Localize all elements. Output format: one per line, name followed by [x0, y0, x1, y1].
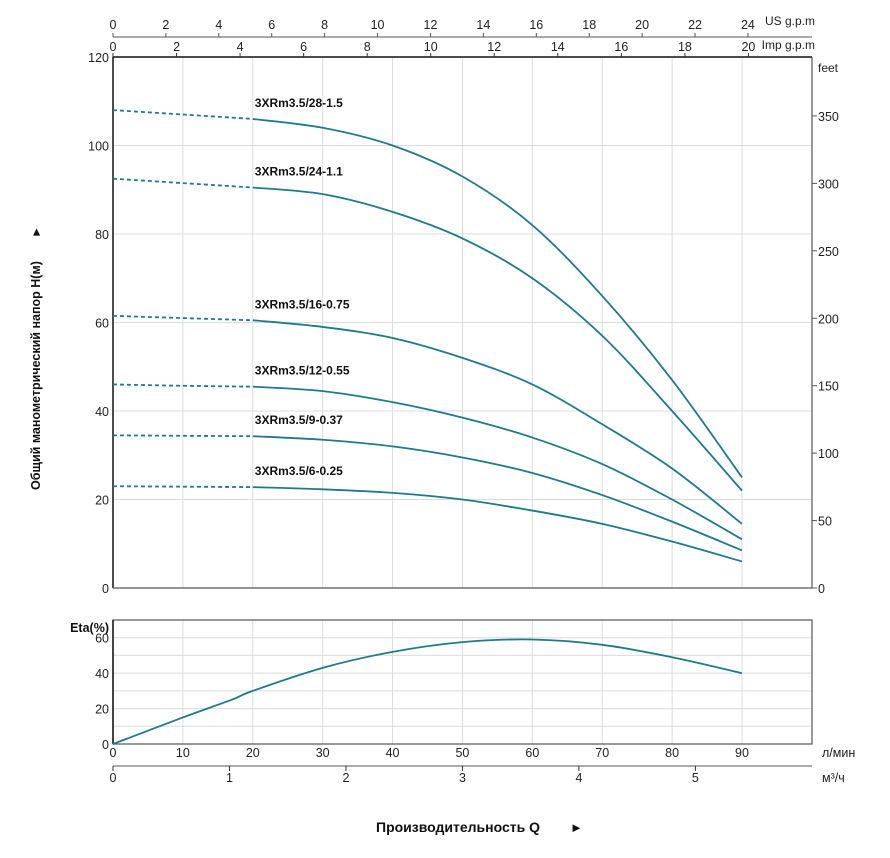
imp-gpm-tick-label: 0 — [110, 40, 117, 54]
imp-gpm-tick-label: 14 — [551, 40, 565, 54]
us-gpm-tick-label: 12 — [424, 18, 438, 32]
x-unit-label: л/мин — [822, 746, 855, 760]
head-curve — [252, 385, 743, 541]
head-curve-dashed — [112, 383, 253, 388]
us-gpm-tick-label: 20 — [635, 18, 649, 32]
x-tick-label: 30 — [316, 746, 330, 760]
head-curve — [252, 486, 743, 563]
y-axis-arrow-icon: ► — [29, 226, 43, 238]
y2-axis-label: feet — [818, 61, 839, 75]
x-tick-label: 20 — [246, 746, 260, 760]
imp-gpm-tick-label: 2 — [173, 40, 180, 54]
x-tick-label: 40 — [386, 746, 400, 760]
x-tick-label: 0 — [110, 746, 117, 760]
y-tick-label: 120 — [88, 51, 109, 65]
imp-gpm-tick-label: 10 — [424, 40, 438, 54]
head-curve — [252, 319, 743, 525]
us-gpm-tick-label: 16 — [529, 18, 543, 32]
head-curve-dashed — [112, 434, 253, 438]
series-label: 3XRm3.5/12-0.55 — [255, 364, 350, 378]
series-label: 3XRm3.5/16-0.75 — [255, 297, 350, 311]
y-tick-label: 20 — [95, 494, 109, 508]
y2-tick-label: 0 — [818, 582, 825, 596]
imp-gpm-tick-label: 4 — [237, 40, 244, 54]
us-gpm-tick-label: 4 — [215, 18, 222, 32]
x2-tick-label: 0 — [110, 771, 117, 785]
us-gpm-tick-label: 6 — [268, 18, 275, 32]
series-label: 3XRm3.5/28-1.5 — [255, 96, 343, 110]
x2-tick-label: 2 — [342, 771, 349, 785]
y2-tick-label: 50 — [818, 515, 832, 529]
head-curve-dashed — [112, 109, 253, 120]
us-gpm-label: US g.p.m — [765, 14, 815, 28]
y2-tick-label: 350 — [818, 110, 839, 124]
us-gpm-tick-label: 8 — [321, 18, 328, 32]
head-curves — [112, 109, 743, 563]
x-tick-label: 90 — [735, 746, 749, 760]
eta-y-tick-label: 20 — [95, 703, 109, 717]
us-gpm-tick-label: 18 — [582, 18, 596, 32]
head-curve-dashed — [112, 314, 253, 322]
head-curve — [252, 118, 743, 478]
y2-tick-label: 200 — [818, 312, 839, 326]
x-tick-label: 70 — [595, 746, 609, 760]
eta-y-tick-label: 0 — [102, 738, 109, 752]
x-tick-label: 50 — [455, 746, 469, 760]
x2-tick-label: 4 — [575, 771, 582, 785]
axes — [112, 33, 817, 771]
x-axis-arrow-icon: ► — [570, 820, 583, 835]
series-label: 3XRm3.5/9-0.37 — [255, 413, 343, 427]
head-curve-dashed — [112, 485, 253, 489]
series-label: 3XRm3.5/24-1.1 — [255, 165, 343, 179]
main-grid — [113, 57, 812, 588]
x2-tick-label: 1 — [226, 771, 233, 785]
series-label: 3XRm3.5/6-0.25 — [255, 464, 343, 478]
y2-tick-label: 250 — [818, 245, 839, 259]
x-tick-label: 80 — [665, 746, 679, 760]
y-axis-title: Общий манометрический напор H(м) — [29, 261, 43, 490]
us-gpm-tick-label: 22 — [688, 18, 702, 32]
imp-gpm-label: Imp g.p.m — [762, 38, 815, 52]
us-gpm-tick-label: 14 — [476, 18, 490, 32]
x-axis-title: Производительность Q — [376, 819, 540, 835]
head-curve — [252, 186, 743, 492]
us-gpm-tick-label: 24 — [741, 18, 755, 32]
y2-tick-label: 100 — [818, 447, 839, 461]
us-gpm-tick-label: 0 — [110, 18, 117, 32]
imp-gpm-tick-label: 18 — [678, 40, 692, 54]
y-tick-label: 80 — [95, 228, 109, 242]
eta-grid — [113, 620, 812, 744]
us-gpm-tick-label: 2 — [162, 18, 169, 32]
eta-curve — [112, 638, 743, 745]
head-curve — [252, 435, 743, 552]
x-tick-label: 60 — [525, 746, 539, 760]
imp-gpm-tick-label: 6 — [300, 40, 307, 54]
y-tick-label: 60 — [95, 317, 109, 331]
us-gpm-tick-label: 10 — [371, 18, 385, 32]
eta-axis-label: Eta(%) — [70, 621, 109, 635]
y-tick-label: 40 — [95, 405, 109, 419]
x2-unit-label: м³/ч — [822, 771, 845, 785]
tick-labels: 020406080100120050100150200250300350feet… — [70, 14, 855, 785]
eta-y-tick-label: 40 — [95, 667, 109, 681]
y-tick-label: 0 — [102, 582, 109, 596]
x2-tick-label: 5 — [692, 771, 699, 785]
y2-tick-label: 300 — [818, 177, 839, 191]
eta-y-tick-label: 60 — [95, 632, 109, 646]
imp-gpm-tick-label: 20 — [741, 40, 755, 54]
x2-tick-label: 3 — [459, 771, 466, 785]
imp-gpm-tick-label: 12 — [487, 40, 501, 54]
eta-curve-group — [112, 638, 743, 745]
x-tick-label: 10 — [176, 746, 190, 760]
y-tick-label: 100 — [88, 140, 109, 154]
imp-gpm-tick-label: 8 — [364, 40, 371, 54]
head-curve-dashed — [112, 177, 253, 189]
imp-gpm-tick-label: 16 — [614, 40, 628, 54]
y2-tick-label: 150 — [818, 380, 839, 394]
